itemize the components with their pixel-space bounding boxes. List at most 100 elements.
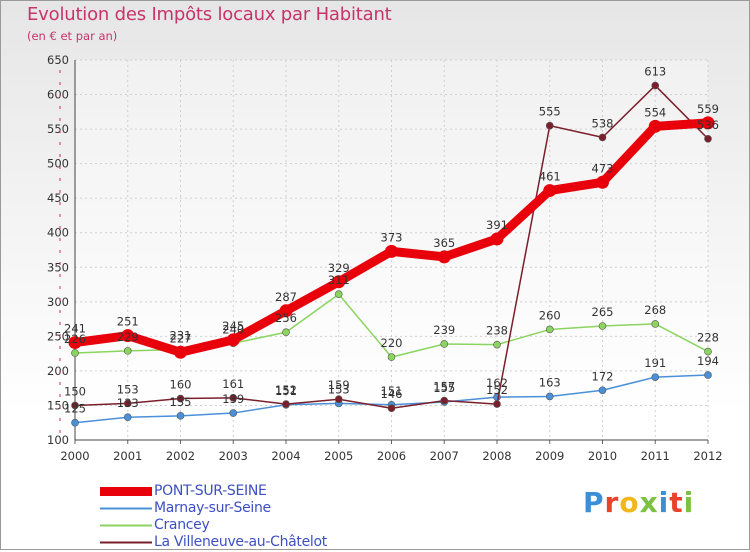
data-label: 159: [328, 378, 350, 392]
data-label: 311: [328, 273, 350, 287]
logo-letter: x: [639, 486, 659, 519]
y-tick-label: 600: [47, 88, 69, 102]
data-label: 152: [486, 383, 508, 397]
y-tick-label: 400: [47, 226, 69, 240]
data-point: [176, 412, 185, 420]
logo-letter: o: [619, 486, 640, 519]
data-point: [440, 396, 449, 405]
data-label: 153: [328, 382, 350, 396]
data-label: 162: [486, 376, 508, 390]
data-point: [440, 340, 449, 348]
data-label: 365: [433, 236, 455, 250]
data-point: [493, 400, 501, 408]
x-tick-label: 2009: [535, 449, 564, 463]
data-point: [174, 345, 187, 359]
logo-letter: P: [583, 486, 605, 519]
data-label: 163: [539, 375, 561, 389]
data-label: 238: [486, 324, 508, 338]
data-point: [545, 392, 554, 401]
data-point: [226, 333, 240, 347]
data-label: 245: [222, 319, 244, 333]
logo-letter: i: [658, 486, 670, 519]
data-label: 151: [381, 384, 403, 398]
legend-label-marnay-sur-seine: Marnay-sur-Seine: [154, 500, 271, 516]
data-label: 473: [592, 161, 614, 175]
logo-letter: i: [683, 486, 695, 519]
data-point: [385, 244, 398, 258]
data-label: 536: [697, 118, 719, 132]
data-point: [68, 336, 82, 350]
data-label: 125: [64, 402, 86, 416]
data-label: 461: [539, 170, 561, 184]
x-tick-label: 2005: [324, 449, 353, 463]
y-tick-label: 200: [47, 364, 69, 378]
data-label: 191: [644, 356, 666, 370]
data-point: [598, 133, 607, 142]
data-point: [651, 81, 660, 90]
data-label: 157: [433, 380, 455, 394]
data-point: [123, 413, 132, 422]
data-label: 161: [222, 377, 244, 391]
data-label: 373: [381, 230, 403, 244]
data-label: 538: [592, 116, 614, 130]
data-label: 220: [381, 336, 403, 350]
data-point: [598, 386, 607, 395]
data-label: 251: [117, 315, 139, 329]
legend-swatch-la-villeneuve-au-chatelot: [100, 541, 152, 544]
data-label: 241: [64, 322, 86, 336]
data-label: 229: [117, 330, 139, 344]
data-point: [651, 373, 660, 381]
legend-swatch-crancey: [100, 524, 152, 527]
data-label: 268: [644, 303, 666, 317]
data-label: 260: [539, 308, 561, 322]
y-tick-label: 450: [47, 191, 69, 205]
data-point: [704, 371, 712, 379]
data-label: 152: [275, 383, 297, 397]
data-point: [704, 134, 712, 143]
data-point: [176, 394, 185, 403]
data-point: [648, 119, 662, 133]
data-label: 256: [275, 311, 297, 325]
logo-letter: t: [669, 486, 684, 519]
data-point: [490, 232, 504, 246]
data-label: 146: [381, 387, 403, 401]
data-label: 155: [433, 381, 455, 395]
proxiti-logo: Proxiti: [583, 486, 694, 519]
x-tick-label: 2011: [641, 449, 670, 463]
legend-label-pont-sur-seine: PONT-SUR-SEINE: [154, 483, 267, 499]
data-label: 265: [592, 305, 614, 319]
y-tick-label: 250: [47, 329, 69, 343]
data-point: [71, 401, 79, 410]
data-point: [334, 395, 343, 404]
data-label: 391: [486, 218, 508, 232]
data-point: [704, 347, 712, 356]
y-tick-label: 650: [47, 53, 69, 67]
data-label: 153: [117, 382, 139, 396]
data-point: [123, 399, 132, 408]
data-point: [123, 347, 132, 355]
data-label: 554: [644, 105, 666, 119]
data-point: [545, 325, 554, 334]
data-label: 160: [170, 378, 192, 392]
data-point: [387, 353, 396, 361]
data-point: [229, 409, 238, 417]
data-point: [334, 290, 343, 299]
y-tick-label: 550: [47, 122, 69, 136]
data-label: 227: [170, 331, 192, 345]
x-tick-label: 2012: [693, 449, 722, 463]
x-tick-label: 2000: [60, 449, 89, 463]
logo-letter: r: [604, 486, 620, 519]
data-label: 228: [697, 331, 719, 345]
data-point: [71, 349, 79, 357]
data-label: 559: [697, 102, 719, 116]
data-point: [282, 328, 290, 337]
y-tick-label: 100: [47, 433, 69, 447]
chart-subtitle: (en € et par an): [27, 29, 118, 43]
x-tick-label: 2010: [588, 449, 617, 463]
x-tick-label: 2001: [113, 449, 142, 463]
data-point: [437, 250, 451, 264]
data-point: [493, 340, 501, 349]
data-label: 139: [222, 392, 244, 406]
data-point: [282, 400, 290, 408]
